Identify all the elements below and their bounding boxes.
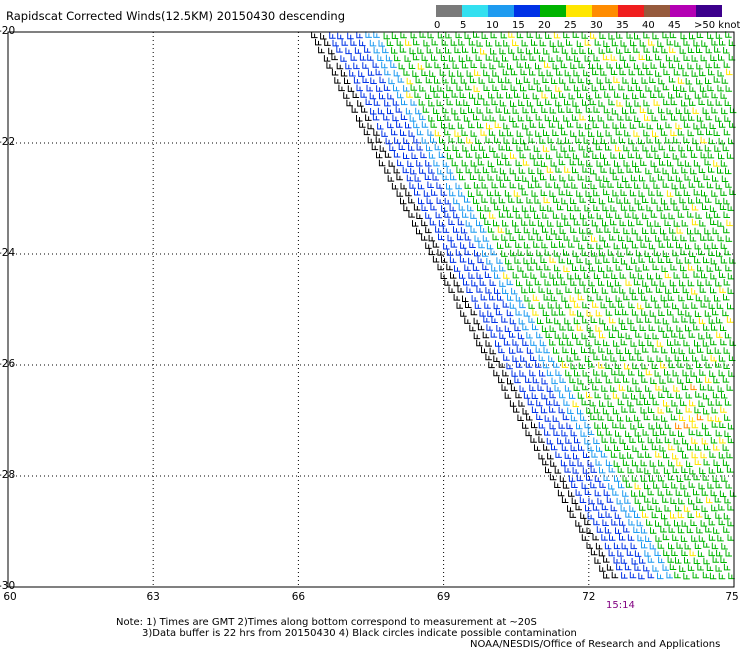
legend-label: >50 knots [694,20,740,31]
legend-label: 40 [642,20,655,31]
lat-tick-label: -30 [0,580,16,592]
legend-swatch [436,5,462,17]
legend-label: 5 [460,20,467,31]
legend-label: 30 [590,20,603,31]
legend-label: 25 [564,20,577,31]
lat-tick-label: -22 [0,136,16,148]
legend-swatch [540,5,566,17]
wind-barb-group [329,31,655,580]
wind-barbs [311,31,737,580]
map-title: Rapidscat Corrected Winds(12.5KM) 201504… [6,9,346,23]
lon-tick-label: 75 [725,591,739,603]
wind-speed-legend: 0 5 10 15 20 25 30 35 40 45 >50 knots [434,5,740,35]
wind-barb-group [405,31,734,557]
legend-label: 45 [668,20,681,31]
credit-line: NOAA/NESDIS/Office of Research and Appli… [470,639,721,650]
lat-tick-label: -24 [0,247,16,259]
lon-tick-label: 60 [3,591,17,603]
legend-swatch [462,5,488,17]
swath-time-label: 15:14 [606,600,635,611]
lon-tick-label: 63 [146,591,160,603]
lon-tick-label: 72 [582,591,596,603]
legend-label: 0 [434,20,441,31]
wind-barb-group [311,31,619,579]
wind-barb-group [675,383,704,430]
lon-tick-label: 66 [291,591,306,603]
legend-swatch [618,5,644,17]
legend-swatch [566,5,592,17]
lat-tick-label: -20 [0,25,16,37]
legend-label: 15 [512,20,525,31]
legend-swatch [592,5,618,17]
legend-swatch [488,5,514,17]
legend-label: 10 [486,20,499,31]
legend-swatch [644,5,670,17]
lon-tick-label: 69 [436,591,451,603]
legend-swatch [696,5,722,17]
legend-swatch [514,5,540,17]
note-line-2: 3)Data buffer is 22 hrs from 20150430 4)… [142,628,577,639]
note-line-1: Note: 1) Times are GMT 2)Times along bot… [116,617,537,628]
lat-tick-label: -28 [0,469,16,481]
legend-label: 20 [538,20,551,31]
legend-swatch [670,5,696,17]
wind-barb-group [365,31,673,580]
wind-barb-group [383,31,737,580]
lat-tick-label: -26 [0,358,16,370]
map-frame [7,31,735,588]
legend-label: 35 [616,20,629,31]
